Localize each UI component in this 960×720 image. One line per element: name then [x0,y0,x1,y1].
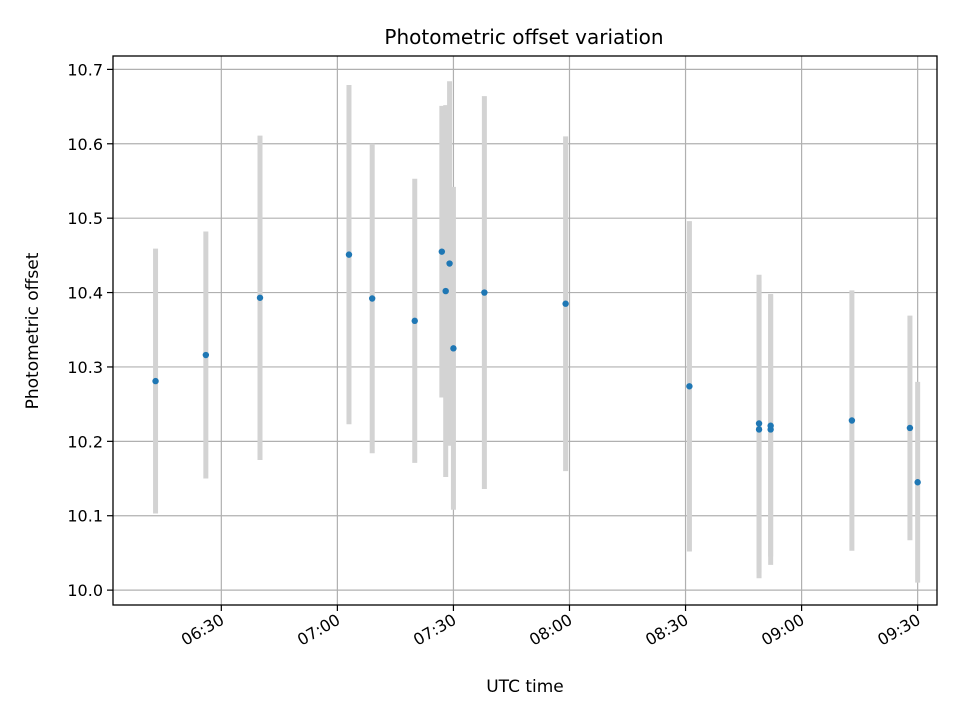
data-point [450,345,457,352]
data-point [755,420,763,427]
grid [113,56,937,605]
y-tick-label: 10.3 [67,358,103,377]
x-tick-label: 08:00 [526,610,575,650]
data-point [202,351,210,359]
y-tick-label: 10.6 [67,135,103,154]
y-tick-label: 10.2 [67,432,103,451]
y-axis-title: Photometric offset [23,252,43,409]
data-point [256,294,264,301]
x-tick-label: 07:30 [410,610,459,650]
chart-title: Photometric offset variation [384,25,663,49]
x-tick-label: 08:30 [642,610,691,650]
data-point [411,317,418,325]
x-tick-label: 09:30 [874,610,923,650]
x-axis: 06:30 07:00 07:30 08:00 08:30 09:00 09:30 [178,605,924,650]
data-point [686,383,693,390]
y-tick-label: 10.1 [67,507,103,526]
x-tick-label: 09:00 [758,610,807,650]
y-tick-label: 10.7 [67,60,103,79]
data-point [438,248,446,255]
x-axis-title: UTC time [486,677,564,697]
y-axis: 10.0 10.1 10.2 10.3 10.4 10.5 10.6 10.7 [67,60,113,600]
y-tick-label: 10.4 [67,284,103,303]
x-tick-label: 06:30 [178,610,227,650]
y-tick-label: 10.0 [67,581,103,600]
data-point [562,300,569,307]
x-tick-label: 07:00 [294,610,343,650]
data-point [152,377,159,385]
data-point [481,289,488,296]
data-point [767,422,774,429]
data-point [345,251,353,258]
data-point [442,287,449,295]
data-point [446,260,453,267]
data-point [755,426,763,433]
y-tick-label: 10.5 [67,209,103,228]
data-points [152,248,921,486]
data-point [368,295,376,302]
data-point [848,417,856,424]
plot-frame [112,55,938,606]
data-point [906,424,914,432]
data-point [914,479,921,486]
error-bars [153,81,921,583]
